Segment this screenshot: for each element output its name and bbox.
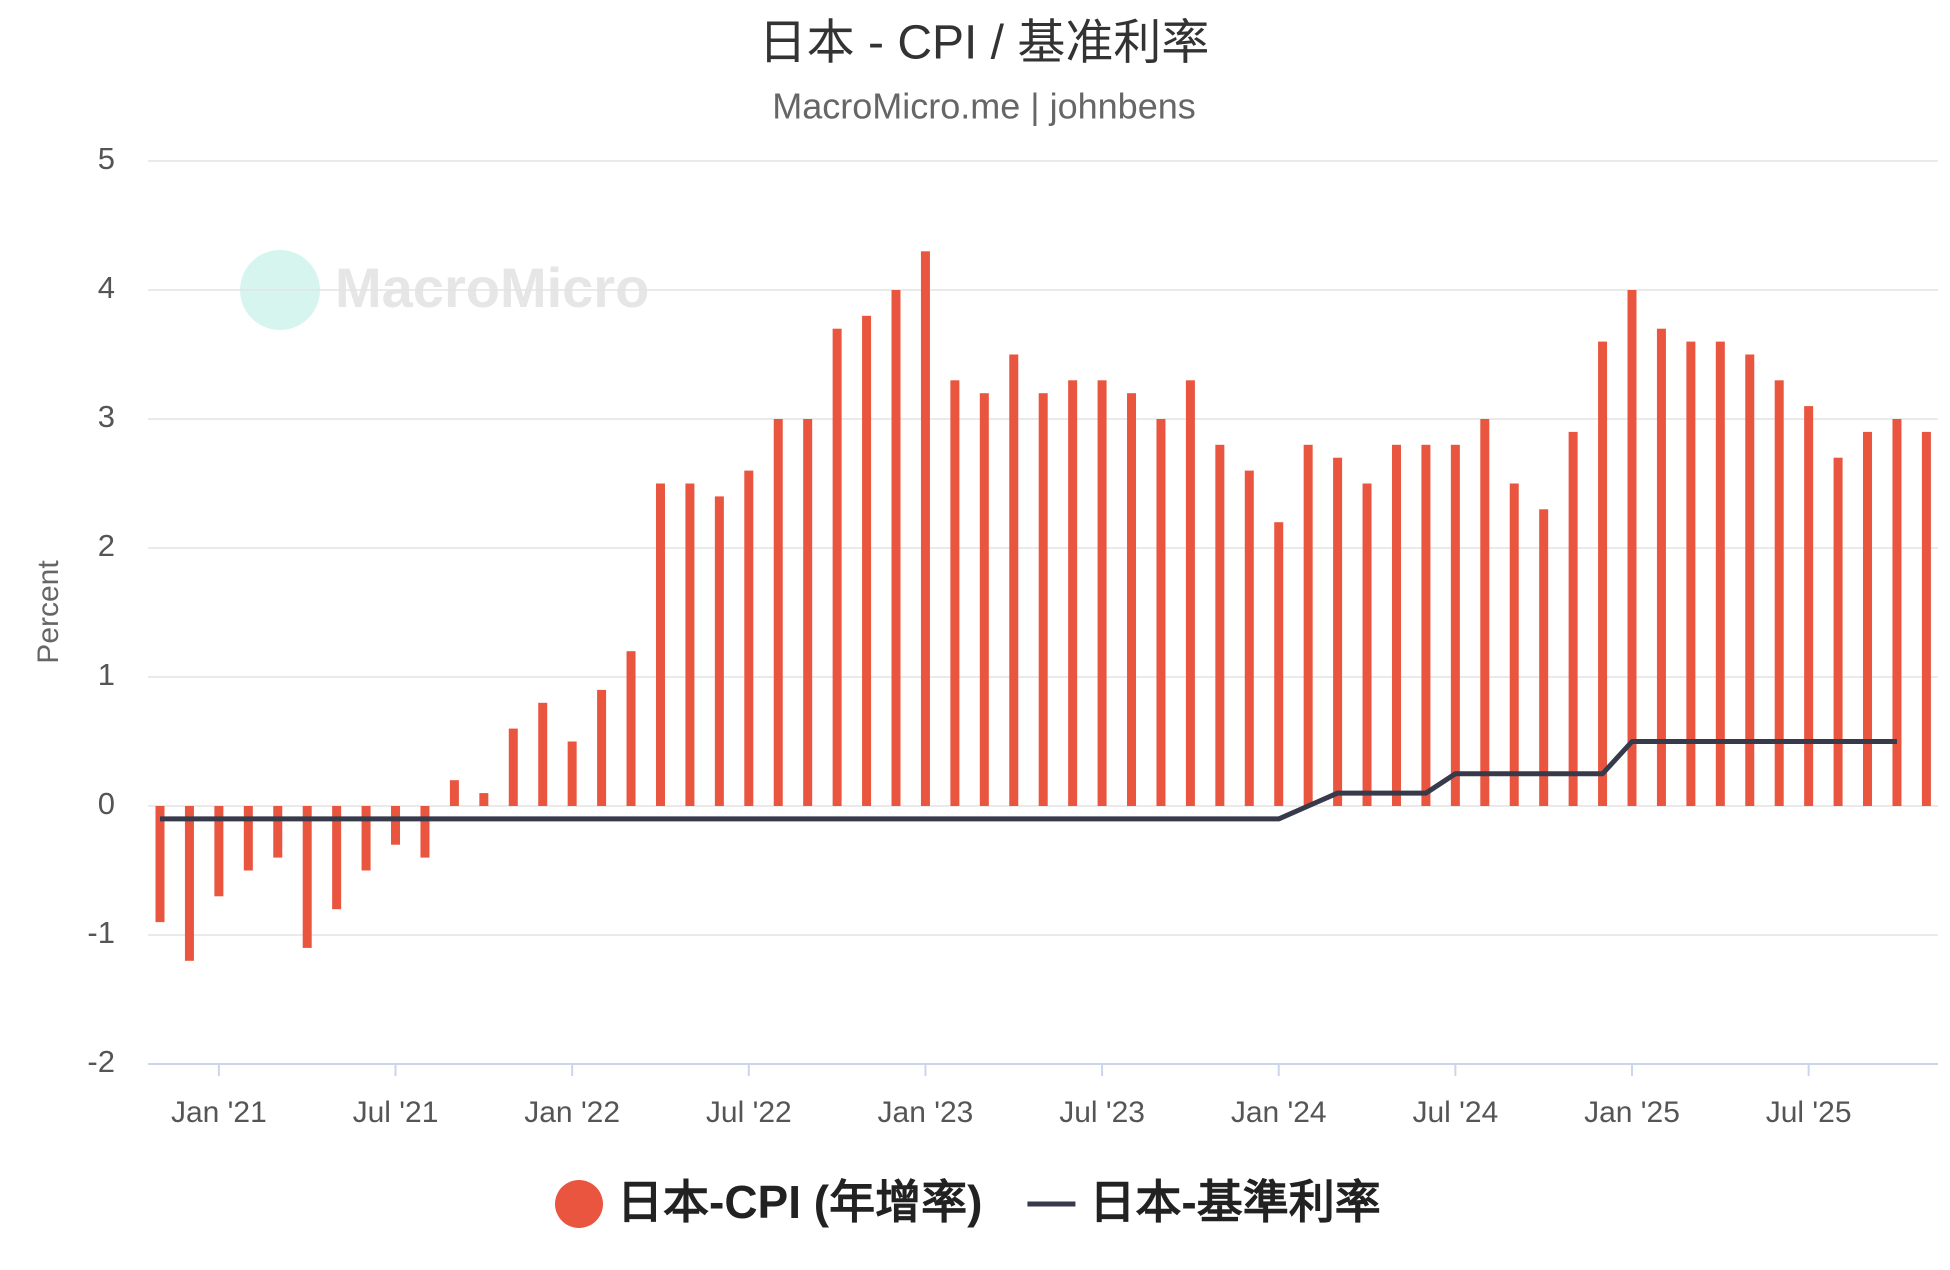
x-tick-label: Jan '21 — [171, 1096, 267, 1129]
bar — [391, 806, 401, 845]
bar — [1627, 290, 1637, 806]
bar — [1391, 444, 1401, 806]
bar — [1686, 341, 1696, 806]
bar — [1509, 483, 1519, 806]
bar — [1244, 470, 1254, 806]
bar — [597, 689, 607, 806]
y-tick-label: -1 — [87, 915, 115, 950]
bar — [1745, 354, 1755, 806]
bar — [184, 806, 194, 961]
bar — [1333, 457, 1343, 806]
x-tick-label: Jan '25 — [1584, 1096, 1680, 1129]
y-axis-label: Percent — [32, 560, 65, 664]
watermark: MacroMicro — [335, 256, 649, 319]
bar — [538, 702, 548, 806]
bar — [1892, 419, 1902, 806]
bar — [685, 483, 695, 806]
y-tick-label: 4 — [98, 270, 115, 305]
bar — [420, 806, 430, 858]
bar — [950, 380, 960, 806]
y-tick-label: 1 — [98, 657, 115, 692]
y-tick-label: 0 — [98, 786, 115, 821]
bar — [1009, 354, 1019, 806]
bar — [1863, 431, 1873, 806]
x-tick-label: Jul '24 — [1412, 1096, 1498, 1129]
bar — [243, 806, 253, 871]
bar — [1156, 419, 1166, 806]
bar — [1804, 406, 1814, 806]
bar — [273, 806, 283, 858]
bar — [1715, 341, 1725, 806]
bar — [655, 483, 665, 806]
bar — [862, 315, 872, 806]
line — [160, 739, 1897, 822]
y-tick-label: 3 — [98, 399, 115, 434]
bar — [214, 806, 224, 897]
bar — [1274, 522, 1284, 806]
bar — [302, 806, 312, 948]
bar — [1656, 328, 1666, 806]
bar — [891, 290, 901, 806]
bar — [1215, 444, 1225, 806]
legend-label: 日本-基準利率 — [1089, 1176, 1380, 1228]
bar — [508, 728, 518, 806]
bar — [1833, 457, 1843, 806]
bar — [1185, 380, 1195, 806]
bar — [1421, 444, 1431, 806]
bar — [361, 806, 371, 871]
bar — [744, 470, 754, 806]
bar — [567, 741, 577, 806]
legend-label: 日本-CPI (年增率) — [617, 1176, 982, 1228]
legend-marker — [555, 1180, 603, 1228]
bar — [803, 419, 813, 806]
bar — [1598, 341, 1608, 806]
bar — [1097, 380, 1107, 806]
bar — [449, 780, 459, 806]
bar — [155, 806, 165, 923]
bar — [1568, 431, 1578, 806]
bar — [332, 806, 342, 910]
chart-subtitle: MacroMicro.me | johnbens — [772, 86, 1196, 127]
bar — [773, 419, 783, 806]
bar — [1539, 509, 1549, 806]
bar — [1303, 444, 1313, 806]
bar — [832, 328, 842, 806]
x-tick-label: Jul '22 — [706, 1096, 792, 1129]
x-tick-label: Jul '21 — [353, 1096, 439, 1129]
y-tick-label: 2 — [98, 528, 115, 563]
y-tick-label: -2 — [87, 1044, 115, 1079]
bar — [1068, 380, 1078, 806]
bar — [920, 251, 930, 807]
bar — [1921, 431, 1931, 806]
y-tick-label: 5 — [98, 141, 115, 176]
bar — [1127, 393, 1137, 806]
bar — [979, 393, 989, 806]
bar — [1450, 444, 1460, 806]
x-tick-label: Jan '24 — [1231, 1096, 1327, 1129]
bar — [714, 496, 724, 806]
x-tick-label: Jul '23 — [1059, 1096, 1145, 1129]
bar — [1362, 483, 1372, 806]
bar — [1038, 393, 1048, 806]
chart-title: 日本 - CPI / 基准利率 — [759, 17, 1210, 70]
x-tick-label: Jan '23 — [878, 1096, 974, 1129]
bar — [626, 651, 636, 806]
x-tick-label: Jul '25 — [1766, 1096, 1852, 1129]
x-tick-label: Jan '22 — [524, 1096, 620, 1129]
bar — [1774, 380, 1784, 806]
bar — [1480, 419, 1490, 806]
bar — [479, 793, 489, 806]
